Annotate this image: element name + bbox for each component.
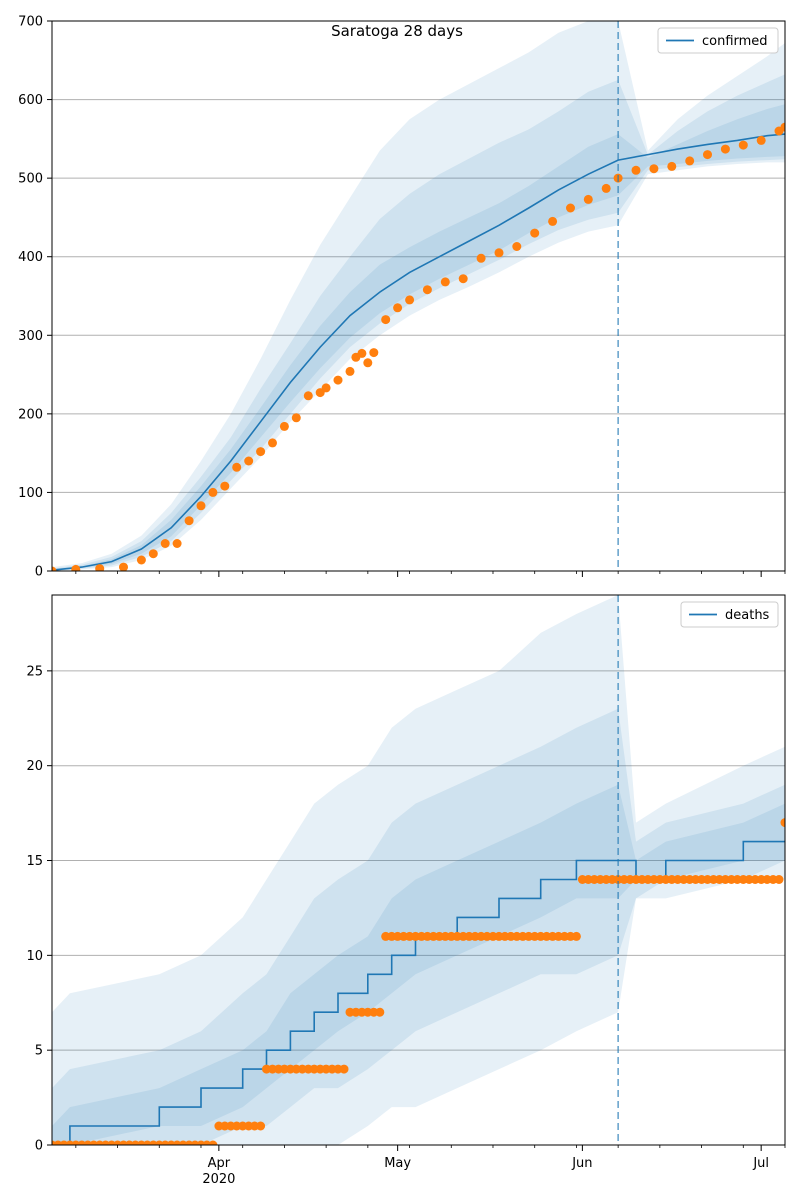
observed-point [512,242,522,251]
observed-point [268,438,277,448]
legend-label: deaths [725,608,770,623]
y-tick-label: 0 [35,565,43,580]
observed-point [494,248,504,258]
observed-point [136,555,146,565]
observed-point [369,348,379,358]
y-tick-label: 25 [26,664,43,679]
observed-point [119,562,128,571]
axes-frame [51,594,786,1146]
x-tick-label: Apr [208,1156,231,1171]
observed-point [458,274,468,284]
observed-point [208,1140,218,1145]
y-tick-label: 600 [18,93,43,108]
uncertainty-band-1 [52,595,785,1145]
observed-point [649,164,659,174]
y-tick-label: 15 [26,854,43,869]
uncertainty-band-2 [52,708,785,1145]
figure-title: Saratoga 28 days [331,22,463,40]
observed-point [703,150,712,160]
observed-point [780,122,785,132]
observed-point [756,135,766,145]
y-tick-label: 300 [18,329,43,344]
observed-point [256,1121,266,1131]
observed-point [95,564,105,571]
observed-point [440,277,450,287]
observed-point [381,315,391,325]
axes-frame [51,20,786,572]
observed-point [291,413,301,423]
legend: confirmed [657,27,779,54]
observed-point [774,875,784,884]
observed-point [631,165,641,175]
x-tick-label: Jul [752,1156,769,1171]
observed-point [422,285,432,295]
observed-point [667,161,677,171]
y-tick-label: 0 [35,1139,43,1154]
observed-point [363,358,373,368]
y-tick-label: 400 [18,250,43,265]
y-tick-label: 5 [35,1044,43,1059]
observed-point [279,421,289,431]
y-tick-label: 200 [18,407,43,422]
observed-point [148,549,158,559]
observed-point [720,144,730,154]
plot-area [52,595,785,1145]
observed-point [321,383,331,393]
median-line [52,840,785,1145]
x-tick-sublabel: 2020 [202,1172,235,1187]
plot-area [52,21,785,571]
uncertainty-band-1 [52,21,785,571]
observed-point [357,348,367,358]
y-tick-label: 100 [18,486,43,501]
observed-point [571,931,581,941]
median-line [52,133,785,571]
observed-point [583,194,593,204]
observed-point [52,566,57,571]
observed-point [172,539,182,548]
observed-point [160,539,170,548]
observed-point [566,203,575,213]
observed-point [71,564,81,571]
observed-point [375,1007,385,1017]
uncertainty-band-3 [52,784,785,1145]
observed-point [244,456,254,466]
observed-point [345,366,355,376]
y-tick-label: 700 [18,15,43,30]
observed-point [476,253,486,263]
observed-point [530,228,540,238]
y-tick-label: 500 [18,172,43,187]
observed-point [333,375,343,385]
observed-point [232,462,242,472]
legend-box [657,27,779,54]
observed-point [738,140,748,150]
y-tick-label: 20 [26,759,43,774]
legend: deaths [680,601,779,628]
observed-point [196,501,206,511]
observed-point [339,1064,349,1074]
legend-label: confirmed [702,34,768,49]
legend-box [680,601,779,628]
observed-point [208,487,218,497]
y-tick-label: 10 [26,949,43,964]
observed-point [220,481,230,491]
uncertainty-band-2 [52,74,785,571]
observed-point [405,295,415,305]
observed-point [393,303,403,313]
observed-point [601,183,611,193]
observed-point [184,516,194,526]
observed-point [780,818,785,828]
x-tick-label: May [384,1156,411,1171]
observed-point [303,391,313,401]
observed-point [548,216,558,226]
x-tick-label: Jun [571,1156,592,1171]
observed-point [685,156,695,166]
confirmed-panel: 0 100 200 300 400 500 600 700 confirmed [18,15,786,580]
observed-point [256,447,266,457]
